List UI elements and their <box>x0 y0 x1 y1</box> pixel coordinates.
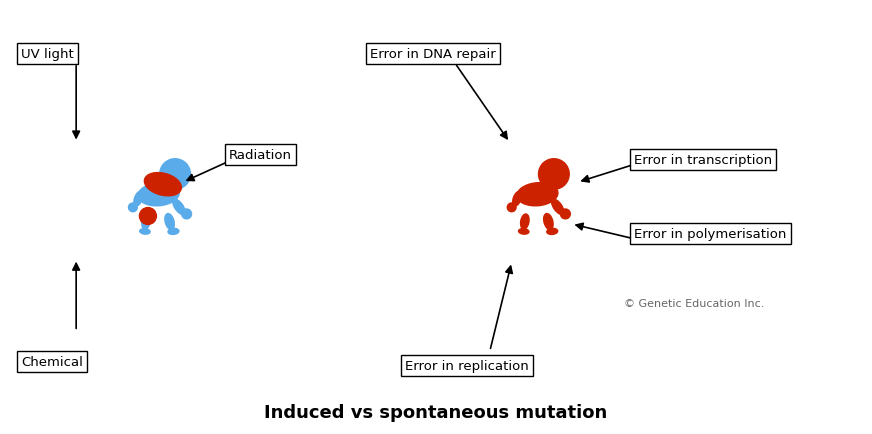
Text: © Genetic Education Inc.: © Genetic Education Inc. <box>624 299 765 309</box>
Text: Error in replication: Error in replication <box>405 359 528 372</box>
Ellipse shape <box>521 214 529 230</box>
Ellipse shape <box>547 229 558 235</box>
Ellipse shape <box>173 200 185 215</box>
Ellipse shape <box>142 214 150 230</box>
Ellipse shape <box>165 214 174 230</box>
Text: Radiation: Radiation <box>228 148 291 161</box>
Circle shape <box>181 210 192 219</box>
Circle shape <box>508 204 516 212</box>
Ellipse shape <box>138 183 179 206</box>
Ellipse shape <box>513 192 521 207</box>
Ellipse shape <box>519 229 529 235</box>
Ellipse shape <box>552 200 564 215</box>
Text: Induced vs spontaneous mutation: Induced vs spontaneous mutation <box>264 403 608 421</box>
Ellipse shape <box>545 176 555 187</box>
Circle shape <box>160 159 190 190</box>
Ellipse shape <box>543 214 553 230</box>
Circle shape <box>561 210 570 219</box>
Ellipse shape <box>517 183 558 206</box>
Ellipse shape <box>167 176 176 187</box>
Ellipse shape <box>140 208 156 225</box>
Text: Error in transcription: Error in transcription <box>634 154 773 167</box>
Circle shape <box>539 159 569 190</box>
Ellipse shape <box>140 229 150 235</box>
Circle shape <box>128 204 137 212</box>
Text: UV light: UV light <box>21 47 74 60</box>
Text: Error in DNA repair: Error in DNA repair <box>371 47 496 60</box>
Ellipse shape <box>145 173 181 197</box>
Text: Chemical: Chemical <box>21 355 83 368</box>
Ellipse shape <box>134 192 143 207</box>
Text: Error in polymerisation: Error in polymerisation <box>634 228 787 241</box>
Ellipse shape <box>168 229 179 235</box>
